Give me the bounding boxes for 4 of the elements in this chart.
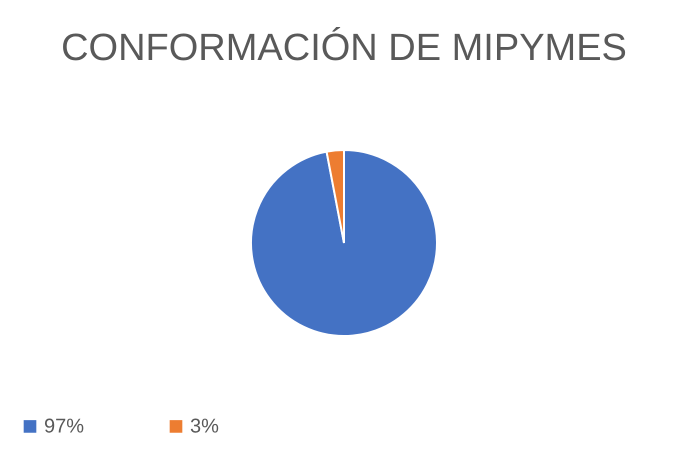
chart-title: CONFORMACIÓN DE MIPYMES: [61, 27, 627, 69]
legend-label: 97%: [44, 415, 84, 438]
pie-slice: [250, 149, 438, 337]
legend-label: 3%: [190, 415, 220, 438]
